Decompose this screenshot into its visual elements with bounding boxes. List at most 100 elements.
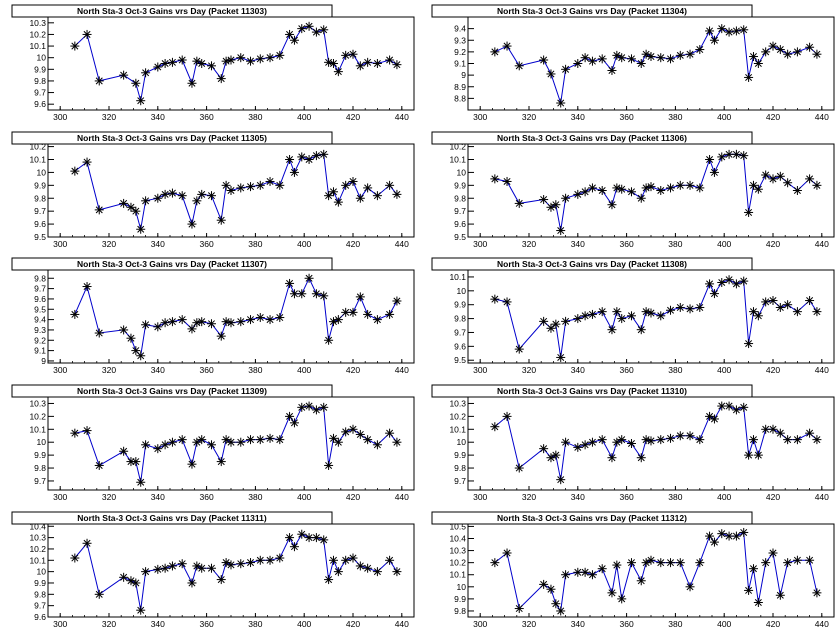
data-point: [705, 279, 715, 289]
data-point: [153, 564, 163, 574]
y-tick-label: 9: [41, 356, 46, 366]
data-point: [546, 584, 556, 594]
data-point: [580, 311, 590, 321]
y-tick-label: 10.1: [449, 424, 466, 434]
data-point: [187, 78, 197, 88]
data-point: [612, 560, 622, 570]
data-point: [617, 53, 627, 63]
data-point: [656, 53, 666, 63]
data-point: [539, 55, 549, 65]
y-tick-label: 9.5: [454, 232, 466, 242]
data-point: [319, 402, 329, 412]
data-point: [177, 435, 187, 445]
y-tick-label: 8.9: [454, 82, 466, 92]
y-tick-label: 10.3: [449, 546, 466, 556]
data-point: [255, 435, 265, 445]
data-point: [812, 435, 822, 445]
x-tick-label: 400: [297, 239, 311, 249]
data-point: [607, 325, 617, 335]
data-point: [236, 437, 246, 447]
data-point: [206, 319, 216, 329]
data-point: [265, 53, 275, 63]
data-point: [587, 437, 597, 447]
x-tick-label: 360: [620, 492, 634, 502]
data-point: [580, 187, 590, 197]
data-point: [160, 318, 170, 328]
y-tick-label: 10.2: [449, 558, 466, 568]
chart-title: North Sta-3 Oct-3 Gains vrs Day (Packet …: [497, 259, 687, 269]
chart-panel-5: 300 320 340 360 380 400 420 440 9.5 9.6 9.7 9.8 9.9 1…: [431, 257, 835, 375]
data-point: [82, 538, 92, 548]
data-point: [514, 463, 524, 473]
data-point: [561, 570, 571, 580]
data-point: [131, 578, 141, 588]
data-point: [136, 605, 146, 615]
y-tick-label: 10: [457, 167, 467, 177]
data-point: [392, 567, 402, 577]
data-point: [748, 180, 758, 190]
data-point: [685, 180, 695, 190]
data-point: [197, 59, 207, 68]
y-tick-label: 10: [457, 582, 467, 592]
data-point: [666, 305, 676, 315]
plot-frame: [467, 523, 835, 618]
chart-panel-2: 300 320 340 360 380 400 420 440 9.5 9.6 9.7 9.8 9.9 1…: [11, 131, 415, 249]
y-tick-label: 10.1: [29, 155, 46, 165]
data-point: [646, 308, 656, 318]
data-point: [561, 316, 571, 326]
data-point: [187, 219, 197, 229]
x-tick-label: 400: [297, 492, 311, 502]
x-tick-label: 360: [200, 239, 214, 249]
x-tick-label: 320: [102, 112, 116, 122]
y-tick-label: 9.2: [454, 47, 466, 57]
x-tick-label: 340: [151, 619, 165, 629]
data-point: [636, 193, 646, 203]
x-tick-label: 300: [473, 619, 487, 629]
data-point: [82, 157, 92, 167]
data-point: [385, 55, 395, 65]
data-point: [607, 588, 617, 598]
data-point: [136, 351, 146, 361]
data-point: [333, 437, 343, 447]
y-tick-label: 9.9: [34, 64, 46, 74]
data-point: [160, 59, 170, 68]
data-point: [731, 26, 741, 36]
data-point: [236, 183, 246, 193]
data-point: [656, 311, 666, 321]
data-point: [490, 558, 500, 568]
data-point: [289, 418, 299, 428]
y-tick-label: 9.7: [34, 601, 46, 611]
data-point: [636, 576, 646, 586]
x-tick-label: 360: [200, 492, 214, 502]
data-point: [70, 166, 80, 176]
data-point: [748, 52, 758, 62]
data-point: [285, 278, 295, 288]
data-point: [561, 193, 571, 203]
data-point: [355, 193, 365, 203]
x-tick-label: 360: [620, 619, 634, 629]
data-point: [695, 183, 705, 193]
data-point: [255, 313, 265, 323]
y-tick-label: 9.8: [34, 589, 46, 599]
data-point: [328, 59, 338, 68]
data-point: [341, 555, 351, 565]
x-tick-label: 300: [53, 492, 67, 502]
data-point: [656, 186, 666, 195]
y-tick-label: 9.7: [454, 327, 466, 337]
data-point: [539, 316, 549, 326]
data-point: [641, 307, 651, 317]
data-point: [490, 422, 500, 432]
data-point: [333, 67, 343, 77]
y-tick-label: 10.1: [29, 41, 46, 51]
data-point: [167, 437, 177, 447]
data-point: [739, 402, 749, 412]
data-point: [311, 151, 321, 161]
data-point: [275, 180, 285, 190]
data-point: [739, 276, 749, 286]
data-point: [709, 289, 719, 299]
chart-title: North Sta-3 Oct-3 Gains vrs Day (Packet …: [77, 259, 267, 269]
y-tick-label: 10.1: [29, 555, 46, 565]
x-tick-label: 320: [102, 239, 116, 249]
data-point: [775, 171, 785, 181]
